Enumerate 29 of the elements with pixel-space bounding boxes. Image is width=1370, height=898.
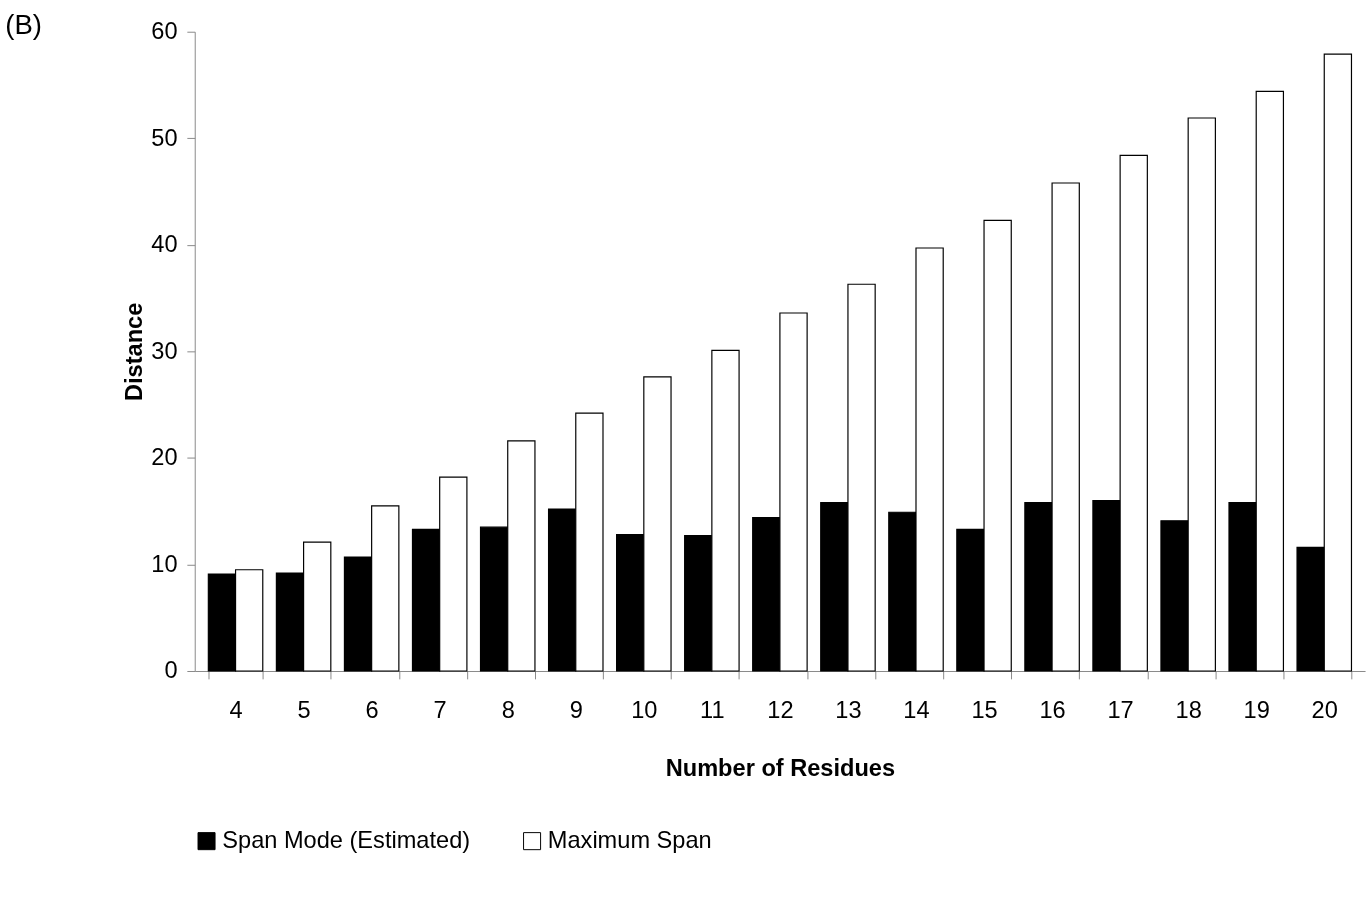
legend-label: Span Mode (Estimated) — [222, 827, 471, 854]
x-tick-label: 5 — [297, 696, 311, 723]
x-tick-label: 7 — [433, 696, 447, 723]
x-tick-label: 6 — [365, 696, 379, 723]
x-tick-label: 15 — [971, 696, 998, 723]
y-tick-label: 20 — [151, 444, 178, 471]
x-tick-label: 19 — [1243, 696, 1270, 723]
x-tick-label: 17 — [1107, 696, 1134, 723]
y-axis-title: Distance — [121, 302, 148, 402]
x-tick-label: 12 — [767, 696, 794, 723]
x-tick-label: 20 — [1311, 696, 1338, 723]
x-tick-label: 4 — [229, 696, 243, 723]
x-tick-label: 16 — [1039, 696, 1066, 723]
y-tick-label: 60 — [151, 18, 178, 45]
y-tick-label: 30 — [151, 337, 178, 364]
x-tick-label: 11 — [700, 696, 725, 723]
y-tick-label: 10 — [151, 550, 178, 577]
y-tick-label: 50 — [151, 124, 178, 151]
x-tick-label: 9 — [569, 696, 583, 723]
chart-title: (B) — [5, 8, 42, 40]
x-tick-label: 18 — [1175, 696, 1202, 723]
x-tick-label: 13 — [835, 696, 862, 723]
x-tick-label: 14 — [903, 696, 930, 723]
x-axis-title: Number of Residues — [665, 754, 896, 781]
x-tick-label: 10 — [631, 696, 658, 723]
x-tick-label: 8 — [501, 696, 515, 723]
legend-label: Maximum Span — [547, 827, 712, 854]
y-tick-label: 0 — [164, 657, 178, 684]
y-tick-label: 40 — [151, 231, 178, 258]
